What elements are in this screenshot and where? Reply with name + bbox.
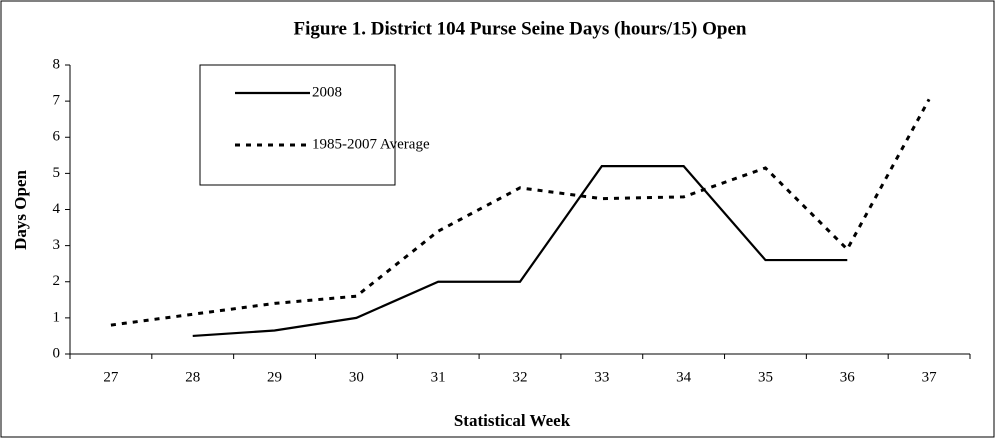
x-tick-label: 37 [922,369,938,385]
x-tick-label: 36 [840,369,856,385]
y-tick-label: 0 [53,345,61,361]
x-axis-label: Statistical Week [454,411,571,430]
legend-box [199,64,396,186]
chart-title: Figure 1. District 104 Purse Seine Days … [294,18,747,39]
y-tick-label: 3 [53,237,61,253]
series-line [192,165,848,338]
y-tick-label: 5 [53,165,61,181]
y-axis-label: Days Open [11,170,30,250]
x-tick-label: 28 [185,369,200,385]
y-tick-label: 1 [53,309,61,325]
series-line [110,98,931,327]
x-tick-label: 35 [758,369,773,385]
y-tick-label: 6 [53,129,61,145]
y-tick-label: 8 [53,56,61,72]
x-tick-label: 32 [513,369,528,385]
y-tick-label: 2 [53,273,61,289]
legend-label: 1985-2007 Average [312,136,430,152]
y-tick-label: 7 [53,93,61,109]
x-tick-label: 29 [267,369,282,385]
x-tick-label: 34 [676,369,692,385]
x-tick-label: 27 [103,369,119,385]
x-tick-label: 31 [431,369,446,385]
x-tick-label: 30 [349,369,364,385]
legend-label: 2008 [312,84,342,100]
x-tick-label: 33 [594,369,609,385]
y-tick-label: 4 [53,201,61,217]
